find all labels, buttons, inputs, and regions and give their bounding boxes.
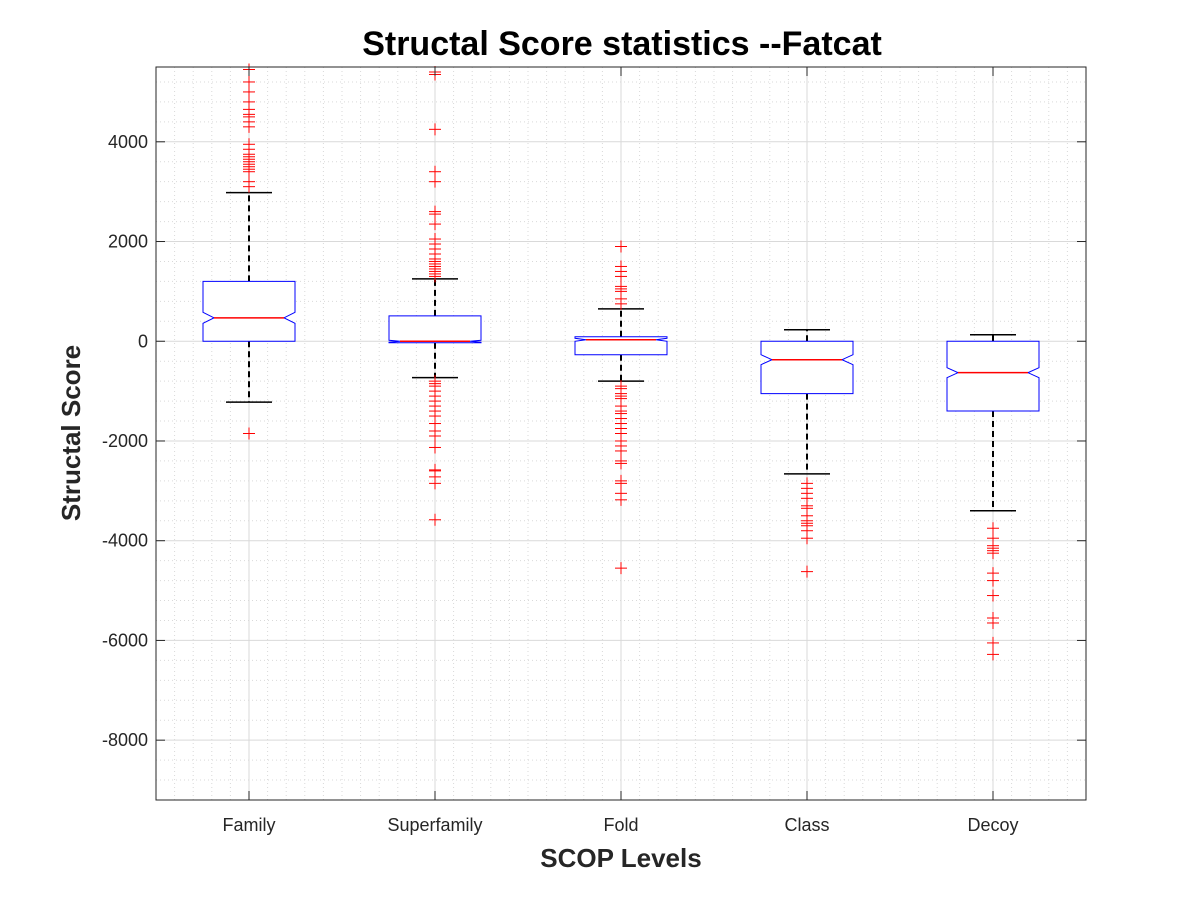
y-tick-label: -2000 bbox=[102, 431, 148, 451]
outlier-point bbox=[801, 477, 813, 490]
notched-box bbox=[388, 315, 482, 344]
notched-box bbox=[760, 340, 854, 395]
y-tick-label: 2000 bbox=[108, 232, 148, 252]
x-tick-label: Fold bbox=[603, 815, 638, 835]
y-tick-label: -8000 bbox=[102, 730, 148, 750]
x-tick-label: Class bbox=[784, 815, 829, 835]
x-tick-labels: Family Superfamily Fold Class Decoy bbox=[223, 815, 1019, 835]
outlier-point bbox=[615, 474, 627, 487]
outlier-point bbox=[987, 522, 999, 535]
chart-title: Structal Score statistics --Fatcat bbox=[362, 25, 882, 63]
outlier-point bbox=[615, 562, 627, 575]
outlier-point bbox=[615, 380, 627, 393]
box-group-superfamily bbox=[388, 65, 482, 526]
outlier-point bbox=[429, 375, 441, 388]
notched-box bbox=[202, 280, 296, 342]
outlier-point bbox=[615, 240, 627, 253]
y-tick-label: 0 bbox=[138, 331, 148, 351]
outlier-point bbox=[243, 75, 255, 88]
x-tick-label: Superfamily bbox=[387, 815, 482, 835]
outlier-point bbox=[987, 567, 999, 580]
x-tick-label: Family bbox=[223, 815, 276, 835]
y-tick-label: 4000 bbox=[108, 132, 148, 152]
tick-marks bbox=[156, 67, 1086, 800]
box-group-decoy bbox=[946, 334, 1040, 661]
outlier-point bbox=[987, 589, 999, 602]
outlier-point bbox=[429, 233, 441, 246]
outlier-point bbox=[429, 165, 441, 178]
outlier-point bbox=[429, 441, 441, 454]
y-axis-title: Structal Score bbox=[56, 345, 86, 521]
notched-box bbox=[946, 340, 1040, 412]
outlier-point bbox=[987, 648, 999, 661]
outlier-point bbox=[429, 205, 441, 218]
y-tick-label: -4000 bbox=[102, 531, 148, 551]
boxes-layer bbox=[202, 63, 1040, 661]
outlier-point bbox=[243, 138, 255, 151]
box-group-fold bbox=[574, 240, 668, 575]
x-axis-title: SCOP Levels bbox=[540, 843, 701, 873]
outlier-point bbox=[429, 123, 441, 136]
box-group-family bbox=[202, 63, 296, 440]
outlier-point bbox=[987, 611, 999, 624]
outlier-point bbox=[987, 636, 999, 649]
outlier-point bbox=[243, 427, 255, 440]
x-tick-label: Decoy bbox=[967, 815, 1018, 835]
outlier-point bbox=[801, 565, 813, 578]
box-group-class bbox=[760, 329, 854, 578]
outlier-point bbox=[615, 260, 627, 273]
outlier-point bbox=[429, 513, 441, 526]
y-tick-label: -6000 bbox=[102, 630, 148, 650]
notched-box bbox=[574, 336, 668, 356]
y-tick-labels: -8000 -6000 -4000 -2000 0 2000 4000 bbox=[102, 132, 148, 750]
outlier-point bbox=[429, 463, 441, 476]
